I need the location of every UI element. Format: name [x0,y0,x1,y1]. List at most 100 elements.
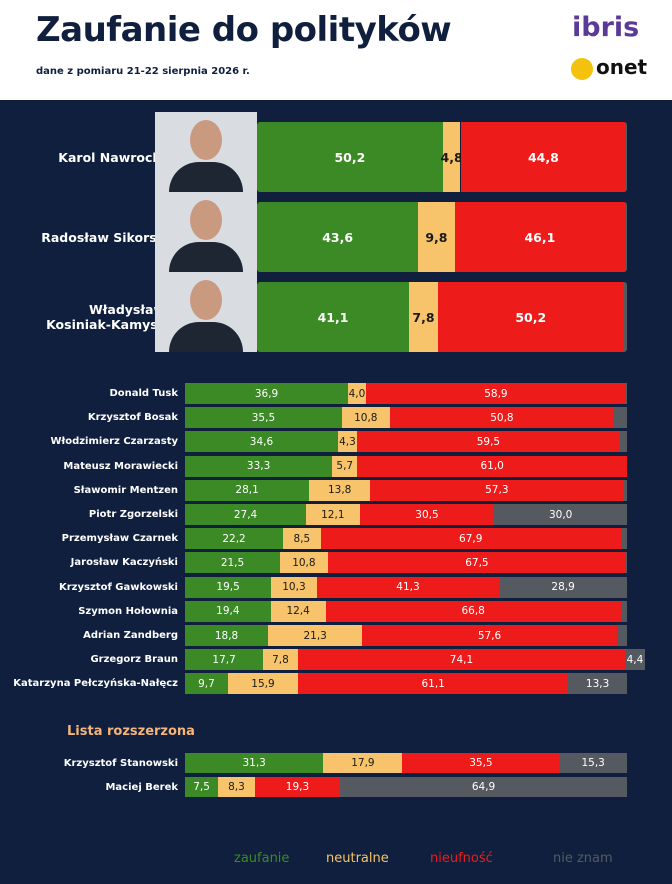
bar-segment: 15,3 [559,753,627,773]
bar-segment: 59,5 [356,431,620,453]
photo-head [190,280,222,320]
bar: 19,4 12,4 66,8 [185,600,627,622]
bar-segment: 12,1 [306,504,360,525]
bar-segment: 22,2 [185,528,284,550]
header: Zaufanie do polityków dane z pomiaru 21-… [0,0,672,100]
brand-logo: ibris [572,12,640,43]
photo-body [169,162,243,192]
category-label: Sławomir Mentzen [73,484,178,496]
bar-segment: 7,8 [263,649,298,671]
bar: 36,9 4,0 58,9 [185,383,627,404]
bar-segment [620,528,627,550]
bar-row: Włodzimierz Czarzasty 34,6 4,3 59,5 [0,431,672,453]
bar-segment [625,202,627,272]
value-label: 10,3 [282,581,306,594]
value-label: 46,1 [524,229,556,245]
value-label: 74,1 [449,653,474,666]
bar-segment: 34,6 [185,431,338,453]
legend-entry: nie znam [553,851,613,866]
category-label: Grzegorz Braun [90,654,178,666]
bar-segment: 58,9 [365,383,627,404]
bar-segment: 50,8 [389,407,615,429]
bar: 21,5 10,8 67,5 [185,552,627,574]
photo [155,112,257,192]
value-label: 35,5 [469,757,493,769]
category-label: Adrian Zandberg [83,630,178,641]
bar-segment: 64,9 [340,777,627,797]
bar-segment: 61,0 [357,455,627,477]
bar-segment: 30,5 [359,504,495,525]
bar-segment: 9,8 [418,202,455,272]
bar-segment: 7,5 [185,777,219,797]
bar-row: Adrian Zandberg 18,8 21,3 57,6 [0,625,672,646]
value-label: 8,3 [228,781,245,793]
bar-row: Sławomir Mentzen 28,1 13,8 57,3 [0,479,672,501]
bar: 18,8 21,3 57,6 [185,625,627,646]
value-label: 9,8 [425,229,448,245]
bar-segment: 19,3 [254,777,341,797]
value-label: 36,9 [254,387,279,400]
category-label: Szymon Hołownia [78,605,178,617]
value-label: 44,8 [527,149,559,165]
bar-segment: 9,7 [185,673,228,695]
bar-segment: 21,3 [268,625,363,646]
bar-row: Katarzyna Pełczyńska-Nałęcz 9,7 15,9 61,1 13… [0,673,672,695]
bar-segment: 41,3 [316,576,500,598]
bar-segment: 13,8 [309,479,371,501]
bar-segment: 57,3 [370,479,624,501]
chart-subtitle: dane z pomiaru 21-22 sierpnia 2026 r. [36,66,250,77]
bar-segment: 15,9 [227,673,299,695]
value-label: 13,3 [585,677,610,690]
bar-segment: 10,8 [341,407,390,429]
bar: 31,3 17,9 35,5 15,3 [185,753,627,773]
value-label: 33,3 [246,460,271,473]
bar-segment: 67,9 [320,528,621,550]
bar-segment: 12,4 [270,600,326,622]
value-label: 5,7 [336,460,354,473]
value-label: 41,1 [317,309,349,325]
bar-segment: 4,3 [337,431,357,453]
bar-segment [626,122,627,192]
photo-head [190,120,222,160]
bar-segment: 8,3 [218,777,255,797]
bar-segment: 4,4 [625,649,645,671]
value-label: 19,3 [285,781,310,793]
bar-segment: 8,5 [283,528,321,550]
category-label: Krzysztof Gawkowski [59,581,178,593]
bar-row: Przemysław Czarnek 22,2 8,5 67,9 [0,528,672,550]
brand-dot [571,58,593,80]
bar-row: Piotr Zgorzelski 27,4 12,1 30,5 30,0 [0,504,672,525]
value-label: 57,3 [485,484,509,497]
category-label: Przemysław Czarnek [61,533,178,545]
bar: 50,2 4,8 44,8 [257,122,627,192]
value-label: 21,3 [303,629,327,642]
bar: 34,6 4,3 59,5 [185,431,627,453]
bar-row: Maciej Berek 7,5 8,3 19,3 64,9 [0,777,672,797]
photo-body [169,242,243,272]
photo [155,272,257,352]
bar-segment: 27,4 [185,504,307,525]
category-label: Maciej Berek [105,781,178,793]
value-label: 50,2 [334,149,366,165]
value-label: 66,8 [461,605,485,618]
bar-segment: 61,1 [298,673,569,695]
category-label: Krzysztof Stanowski [63,757,178,769]
bar-segment: 67,5 [327,552,627,574]
value-label: 61,1 [421,677,445,690]
value-label: 22,2 [222,532,246,545]
bar-segment: 7,8 [409,282,438,352]
bar-segment: 19,4 [185,600,271,622]
value-label: 41,3 [396,581,420,594]
category-label: Radosław Sikorsk [41,229,165,245]
value-label: 9,7 [198,677,215,690]
category-label: Karol Nawrocki [58,149,165,165]
value-label: 28,9 [551,581,575,594]
value-label: 57,6 [477,629,502,642]
bar-row: Krzysztof Bosak 35,5 10,8 50,8 [0,407,672,429]
value-label: 50,2 [515,309,547,325]
legend-entry: zaufanie [234,851,290,866]
bar-segment [616,625,627,646]
value-label: 19,5 [216,581,240,594]
bar-row: Krzysztof Gawkowski 19,5 10,3 41,3 28,9 [0,576,672,598]
